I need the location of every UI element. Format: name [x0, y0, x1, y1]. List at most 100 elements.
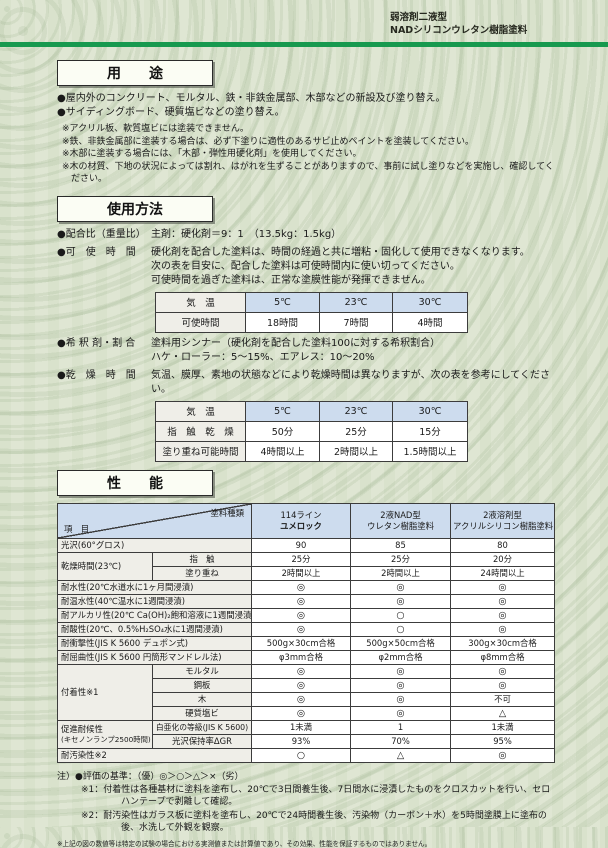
perf-sub-label: 鋼板: [152, 677, 252, 693]
table-header-cell: 5℃: [245, 291, 320, 313]
table-header-cell: 気 温: [155, 400, 246, 422]
perf-sub-label: モルタル: [152, 663, 252, 679]
rating-cell: ◎: [251, 691, 351, 707]
table-row: 塗り重ね可能時間 4時間以上 2時間以上 1.5時間以上: [155, 440, 468, 462]
rating-cell: ◎: [251, 607, 351, 623]
table-cell: 50分: [245, 420, 320, 442]
rating-cell: ◎: [350, 579, 451, 595]
table-row: 光沢(60°グロス) 90 85 80: [57, 537, 555, 553]
pot-life-table: 気 温 5℃ 23℃ 30℃ 可使時間 18時間 7時間 4時間: [155, 291, 468, 333]
pot-life-line: 硬化剤を配合した塗料は、時間の経過と共に増粘・固化して使用できなくなります。: [151, 246, 530, 258]
perf-row-label: 促進耐候性 (キセノンランプ2500時間): [57, 719, 153, 749]
footnote-2: ※2：耐汚染性はガラス板に塗料を塗布し、20℃で24時間養生後、汚染物（カーボン…: [81, 810, 547, 833]
product-line1: 114ライン: [280, 509, 322, 520]
table-row-label: 可使時間: [155, 311, 246, 333]
disclaimer-text: ※上記の図の数値等は特定の試験の場合における実測値または計算値であり、その効果、…: [57, 839, 432, 848]
rating-cell: ◎: [450, 621, 555, 637]
table-row: 耐衝撃性(JIS K 5600 デュポン式) 500g×30cm合格 500g×…: [57, 635, 555, 651]
table-row: 乾燥時間(23℃) 指 触 25分 25分 20分: [57, 551, 555, 581]
table-cell: 1未満: [450, 719, 555, 735]
table-row: 耐温水性(40℃温水に1週間浸漬) ◎ ◎ ◎: [57, 593, 555, 609]
rating-cell: ◎: [450, 607, 555, 623]
table-header-cell: 23℃: [319, 291, 393, 313]
mixing-ratio-item: ●配合比（重量比） 主剤：硬化剤＝9：1 （13.5kg：1.5kg）: [57, 228, 555, 242]
drying-item: ●乾 燥 時 間 気温、膜厚、素地の状態などにより乾燥時間は異なりますが、次の表…: [57, 369, 555, 397]
mixing-ratio-label: ●配合比（重量比）: [57, 228, 146, 240]
table-cell: 1: [350, 719, 451, 735]
perf-row-label: 付着性※1: [57, 663, 153, 721]
table-cell: 300g×30cm合格: [450, 635, 555, 651]
table-header-cell: 23℃: [319, 400, 393, 422]
table-row: 指 触 乾 燥 50分 25分 15分: [155, 420, 468, 442]
usage-note: ※鉄、非鉄金属部に塗装する場合は、必ず下塗りに適性のあるサビ止めペイントを塗装し…: [62, 136, 475, 147]
diagonal-divider: [58, 504, 251, 538]
perf-sub-label: 光沢保持率ΔGR: [152, 733, 252, 749]
pot-life-text: 硬化剤を配合した塗料は、時間の経過と共に増粘・固化して使用できなくなります。 次…: [151, 246, 555, 288]
table-cell: 90: [251, 537, 351, 553]
rating-cell: ◎: [450, 593, 555, 609]
table-row: 促進耐候性 (キセノンランプ2500時間) 白亜化の等級(JIS K 5600)…: [57, 719, 555, 749]
table-cell: 25分: [251, 551, 351, 567]
rating-cell: △: [350, 747, 451, 763]
perf-row-label: 耐汚染性※2: [57, 747, 252, 763]
product-type: 弱溶剤二液型: [390, 12, 448, 23]
usage-bullet: ●屋内外のコンクリート、モルタル、鉄・非鉄金属部、木部などの新設及び塗り替え。: [57, 93, 446, 104]
rating-cell: ◎: [450, 579, 555, 595]
mixing-ratio-text: 主剤：硬化剤＝9：1 （13.5kg：1.5kg）: [151, 228, 342, 240]
perf-sub-label: 白亜化の等級(JIS K 5600): [152, 719, 252, 735]
table-cell: φ8mm合格: [450, 649, 555, 665]
usage-bullet: ●サイディングボード、硬質塩ビなどの塗り替え。: [57, 107, 285, 118]
rating-cell: ◎: [450, 747, 555, 763]
table-cell: 4時間: [392, 311, 468, 333]
table-row: 硬質塩ビ ◎ ◎ △: [58, 705, 555, 721]
weathering-label-line1: 促進耐候性: [61, 724, 103, 735]
perf-row-label: 耐水性(20℃水道水に1ヶ月間浸漬): [57, 579, 252, 595]
rating-cell: ○: [350, 621, 451, 637]
table-cell: 2時間以上: [350, 565, 451, 581]
perf-sub-label: 木: [152, 691, 252, 707]
table-cell: 70%: [350, 733, 451, 749]
header-divider-bar: [0, 42, 608, 47]
rating-cell: ◎: [251, 579, 351, 595]
table-row: 気 温 5℃ 23℃ 30℃: [155, 400, 468, 422]
rating-cell: ◎: [350, 663, 451, 679]
datasheet-content: 用 途 ●屋内外のコンクリート、モルタル、鉄・非鉄金属部、木部などの新設及び塗り…: [57, 60, 555, 848]
performance-table: 塗料種類 項 目 114ライン ユメロック 2液NAD型 ウレタン樹脂塗料 2液溶剤…: [57, 502, 555, 763]
product-line2: ユメロック: [280, 520, 322, 531]
drying-table: 気 温 5℃ 23℃ 30℃ 指 触 乾 燥 50分 25分 15分 塗り重ね可…: [155, 400, 468, 462]
table-row: 光沢保持率ΔGR 93% 70% 95%: [58, 733, 555, 749]
table-cell: 25分: [350, 551, 451, 567]
footnote-1: ※1：付着性は各種基材に塗料を塗布し、20℃で3日間養生後、7日間水に浸漬したも…: [81, 784, 551, 807]
usage-note: ※木部に塗装する場合には、「木部・弾性用硬化剤」を使用してください。: [62, 149, 362, 160]
table-row: 付着性※1 モルタル ◎ ◎ ◎: [57, 663, 555, 721]
table-cell: 93%: [251, 733, 351, 749]
rating-cell: 不可: [450, 691, 555, 707]
rating-cell: ◎: [350, 705, 451, 721]
table-cell: 4時間以上: [245, 440, 320, 462]
usage-note: ※木の材質、下地の状況によっては割れ、はがれを生ずることがありますので、事前に試…: [62, 161, 554, 185]
table-row-label: 塗り重ね可能時間: [155, 440, 246, 462]
rating-cell: △: [450, 705, 555, 721]
product-line1: 2液NAD型: [380, 509, 421, 520]
usage-bullets: ●屋内外のコンクリート、モルタル、鉄・非鉄金属部、木部などの新設及び塗り替え。 …: [57, 92, 555, 120]
perf-sub-label: 硬質塩ビ: [152, 705, 252, 721]
thinner-line: 塗料用シンナー（硬化剤を配合した塗料100に対する希釈割合）: [151, 337, 441, 349]
rating-cell: ◎: [350, 593, 451, 609]
rating-cell: ◎: [251, 663, 351, 679]
table-cell: 85: [350, 537, 451, 553]
perf-row-label: 光沢(60°グロス): [57, 537, 252, 553]
product-line2: アクリルシリコン樹脂塗料: [453, 520, 554, 531]
table-cell: 500g×30cm合格: [251, 635, 351, 651]
table-cell: 1.5時間以上: [392, 440, 468, 462]
table-cell: 500g×50cm合格: [350, 635, 451, 651]
rating-cell: ◎: [350, 691, 451, 707]
rating-cell: ◎: [350, 677, 451, 693]
table-header-cell: 30℃: [392, 291, 468, 313]
table-cell: 2時間以上: [251, 565, 351, 581]
drying-text: 気温、膜厚、素地の状態などにより乾燥時間は異なりますが、次の表を参考にしてくださ…: [151, 369, 550, 395]
perf-row-label: 耐酸性(20℃、0.5%H₂SO₄水に1週間浸漬): [57, 621, 252, 637]
thinner-item: ●希 釈 剤・割 合 塗料用シンナー（硬化剤を配合した塗料100に対する希釈割合…: [57, 337, 555, 365]
thinner-line: ハケ・ローラー：5～15%、エアレス：10～20%: [151, 351, 375, 363]
table-cell: 7時間: [319, 311, 393, 333]
table-row: 気 温 5℃ 23℃ 30℃: [155, 291, 468, 313]
